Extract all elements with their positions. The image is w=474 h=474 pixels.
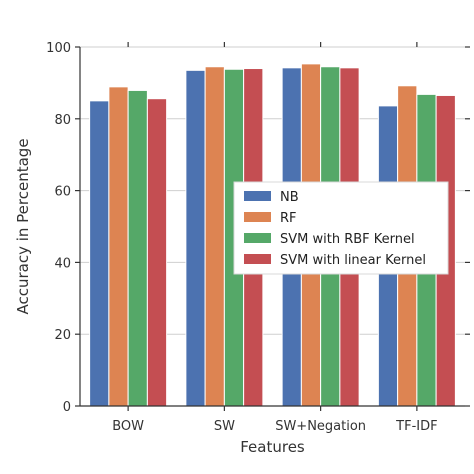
x-tick-label: BOW [112, 419, 144, 434]
legend-label: NB [280, 190, 299, 205]
y-tick-label: 80 [54, 113, 71, 128]
x-axis-label: Features [240, 438, 305, 456]
legend-swatch [244, 233, 271, 243]
legend-swatch [244, 191, 271, 201]
y-tick-label: 0 [63, 400, 71, 415]
legend-swatch [244, 212, 271, 222]
y-tick-label: 60 [54, 185, 71, 200]
bar [89, 100, 110, 407]
legend-label: RF [280, 211, 297, 226]
x-tick-label: TF-IDF [395, 419, 437, 434]
bar [185, 69, 206, 407]
y-tick-label: 40 [54, 256, 71, 271]
x-tick-label: SW [214, 419, 235, 434]
bar [204, 66, 225, 407]
y-axis-label: Accuracy in Percentage [14, 138, 32, 314]
legend-swatch [244, 254, 271, 264]
legend-label: SVM with RBF Kernel [280, 232, 415, 247]
bar [127, 89, 148, 407]
y-tick-label: 20 [54, 328, 71, 343]
bar [146, 98, 168, 407]
legend-label: SVM with linear Kernel [280, 253, 426, 268]
y-tick-label: 100 [46, 41, 71, 56]
x-tick-label: SW+Negation [275, 419, 366, 434]
bar [108, 86, 129, 407]
legend: NB RF SVM with RBF Kernel SVM with linear K… [233, 181, 449, 275]
